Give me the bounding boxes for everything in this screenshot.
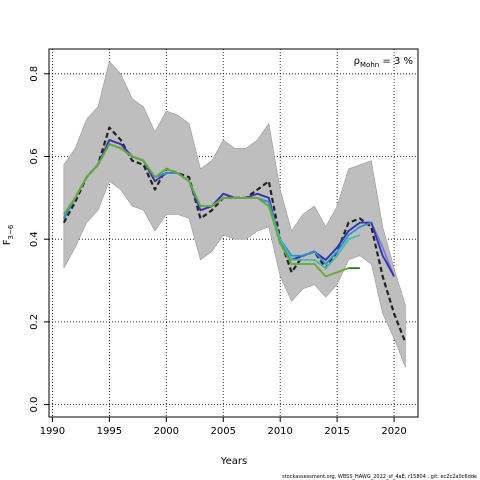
series-line-0 — [62, 126, 407, 343]
confidence-band-area — [63, 60, 406, 368]
x-tick-label-2000: 2000 — [154, 426, 179, 437]
confidence-band — [63, 60, 406, 368]
y-axis-title-sub: 3−6 — [7, 224, 15, 239]
series-lines — [62, 126, 407, 343]
y-axis: 0.0 0.2 0.4 0.6 0.8 — [29, 66, 49, 413]
y-tick-label-0: 0.0 — [29, 397, 40, 413]
mohn-rho-annotation: ρMohn = 3 % — [354, 56, 413, 69]
x-tick-label-2015: 2015 — [324, 426, 349, 437]
y-tick-label-3: 0.6 — [29, 149, 40, 165]
x-axis: 1990 1995 2000 2005 2010 2015 2020 — [40, 417, 407, 437]
x-axis-title: Years — [220, 456, 247, 467]
rho-subscript: Mohn — [360, 61, 379, 69]
footer-credit: stockassessment.org, WBSS_HAWG_2022_sf_4… — [282, 474, 477, 480]
x-tick-label-2005: 2005 — [211, 426, 236, 437]
x-tick-label-2020: 2020 — [381, 426, 406, 437]
plot-frame — [48, 48, 419, 418]
y-tick-label-1: 0.2 — [29, 314, 40, 330]
series-line-2 — [63, 139, 395, 277]
series-line-5 — [63, 143, 349, 278]
y-tick-label-4: 0.8 — [29, 66, 40, 82]
x-tick-label-2010: 2010 — [267, 426, 292, 437]
x-tick-label-1990: 1990 — [40, 426, 65, 437]
rho-symbol: ρ — [354, 56, 360, 67]
y-tick-label-2: 0.4 — [29, 231, 40, 247]
x-tick-label-1995: 1995 — [97, 426, 122, 437]
y-axis-title-base: F — [2, 239, 13, 245]
y-axis-title: F3−6 — [2, 224, 15, 245]
rho-value: = 3 % — [379, 56, 413, 67]
